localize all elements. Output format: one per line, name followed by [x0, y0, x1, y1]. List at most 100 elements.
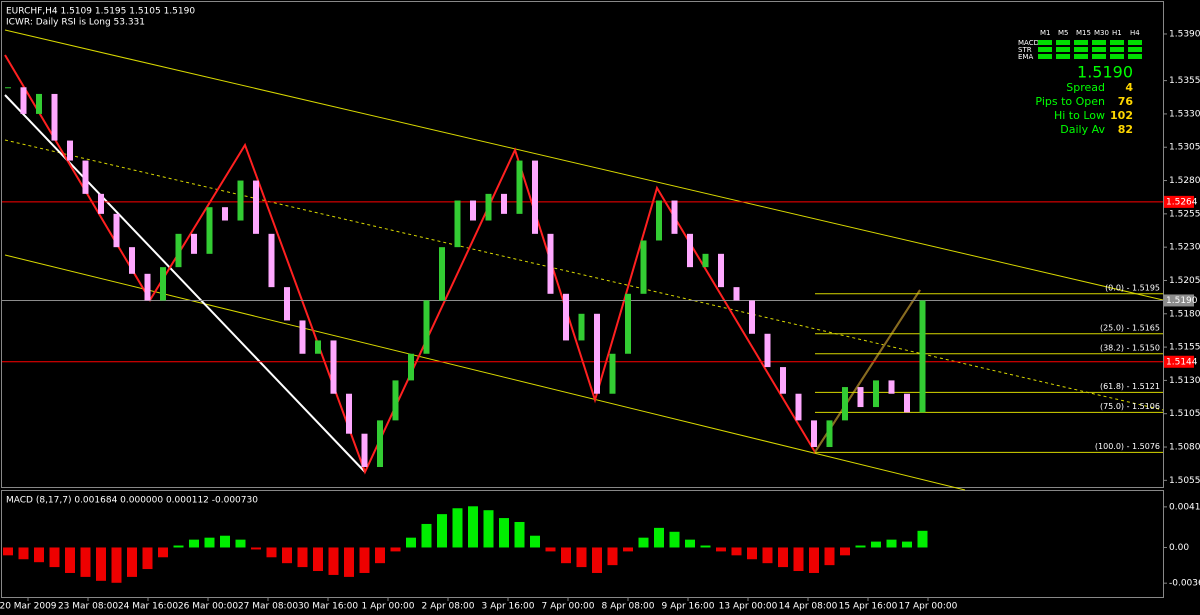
macd-bar [685, 539, 695, 548]
macd-bar [607, 547, 618, 566]
channel-line [4, 29, 1164, 301]
row-label: EMA [1018, 53, 1033, 61]
signal-cell [1074, 54, 1088, 59]
signal-cell [1128, 47, 1142, 52]
y-tick-label: 1.5280 [1169, 176, 1200, 186]
macd-bar [855, 545, 866, 548]
macd-bar [80, 547, 91, 577]
y-tick-label: 1.5330 [1169, 109, 1200, 119]
macd-bar [344, 547, 354, 577]
candle-body [315, 340, 321, 354]
macd-bar [297, 547, 308, 568]
candle-body [36, 93, 42, 114]
macd-tick-label: 0.00414 [1169, 502, 1200, 512]
macd-bar [731, 547, 742, 556]
fib-label: (75.0) - 1.5106 [1100, 402, 1160, 411]
signal-cell [1110, 47, 1124, 52]
macd-bar [499, 518, 509, 548]
macd-bar [669, 531, 680, 548]
candle-body [857, 387, 864, 408]
timeframe-label: M30 [1094, 29, 1109, 37]
y-tick-label: 1.5205 [1169, 276, 1200, 286]
macd-bar [204, 537, 215, 548]
macd-bar [390, 547, 401, 552]
fib-label: (25.0) - 1.5165 [1100, 323, 1160, 332]
x-tick-label: 20 Mar 2009 [0, 602, 57, 612]
x-tick-label: 23 Mar 08:00 [58, 602, 118, 612]
candle-body [904, 393, 910, 413]
candle-body [516, 160, 523, 214]
indicator-line: ICWR: Daily RSI is Long 53.331 [6, 18, 145, 28]
fib-label: (38.2) - 1.5150 [1100, 343, 1160, 352]
candle-body [5, 87, 11, 89]
candle-body [625, 293, 631, 354]
macd-bar [840, 547, 850, 556]
macd-bar [266, 547, 277, 558]
stat-label: Pips to Open [1035, 95, 1105, 108]
signal-cell [1038, 47, 1052, 52]
candle-body [175, 233, 182, 268]
y-tick-label: 1.5080 [1169, 443, 1200, 453]
candle-body [764, 333, 771, 368]
macd-bar [700, 545, 711, 548]
macd-bar [871, 541, 881, 548]
y-tick-label: 1.5305 [1169, 143, 1200, 153]
macd-bar [561, 547, 571, 564]
candle-body [454, 200, 461, 248]
candle-body [113, 213, 120, 248]
candle-body [67, 140, 73, 161]
signal-cell [1038, 54, 1052, 59]
x-tick-label: 26 Mar 00:00 [178, 602, 238, 612]
macd-bar [824, 547, 835, 566]
stat-value: 102 [1110, 109, 1133, 122]
row-label: STR [1018, 46, 1032, 54]
macd-bar [623, 547, 633, 552]
macd-bar [778, 547, 788, 568]
candle-body [702, 253, 709, 268]
macd-bar [65, 547, 75, 573]
row-label: MACD [1018, 39, 1039, 47]
x-tick-label: 1 Apr 00:00 [362, 602, 415, 612]
macd-bar [96, 547, 106, 581]
candle-body [485, 193, 492, 221]
x-tick-label: 3 Apr 16:00 [482, 602, 535, 612]
macd-bar [886, 539, 897, 548]
candle-body [299, 320, 306, 354]
y-tick-label: 1.5180 [1169, 309, 1200, 319]
candle-body [408, 353, 414, 381]
candle-body [578, 313, 585, 341]
macd-bar [127, 547, 137, 577]
signal-cell [1056, 54, 1070, 59]
macd-bar [406, 537, 416, 548]
candle-body [439, 247, 445, 301]
y-tick-label: 1.5230 [1169, 243, 1200, 253]
macd-bar [747, 547, 757, 560]
candle-body [919, 300, 926, 413]
fib-label: (0.0) - 1.5195 [1105, 283, 1160, 292]
level-label: 1.5190 [1166, 296, 1198, 306]
macd-bar [716, 547, 726, 552]
macd-bar [809, 547, 819, 573]
candle-body [656, 200, 662, 241]
candle-body [640, 240, 647, 294]
candle-body [547, 233, 554, 294]
y-tick-label: 1.5130 [1169, 376, 1200, 386]
signal-cell [1092, 47, 1106, 52]
candle-body [532, 160, 538, 234]
signal-cell [1056, 40, 1070, 45]
macd-bar [514, 521, 525, 548]
macd-bar [173, 545, 184, 548]
candle-body [330, 340, 337, 394]
y-tick-label: 1.5055 [1169, 476, 1200, 486]
y-tick-label: 1.5390 [1169, 29, 1200, 39]
macd-bar [762, 547, 773, 564]
macd-bar [359, 547, 370, 573]
candle-body [222, 207, 228, 221]
candle-body [268, 233, 275, 288]
candle-body [144, 273, 151, 301]
stat-label: Spread [1066, 81, 1105, 94]
macd-bar [235, 539, 246, 548]
median-line [4, 139, 1164, 411]
